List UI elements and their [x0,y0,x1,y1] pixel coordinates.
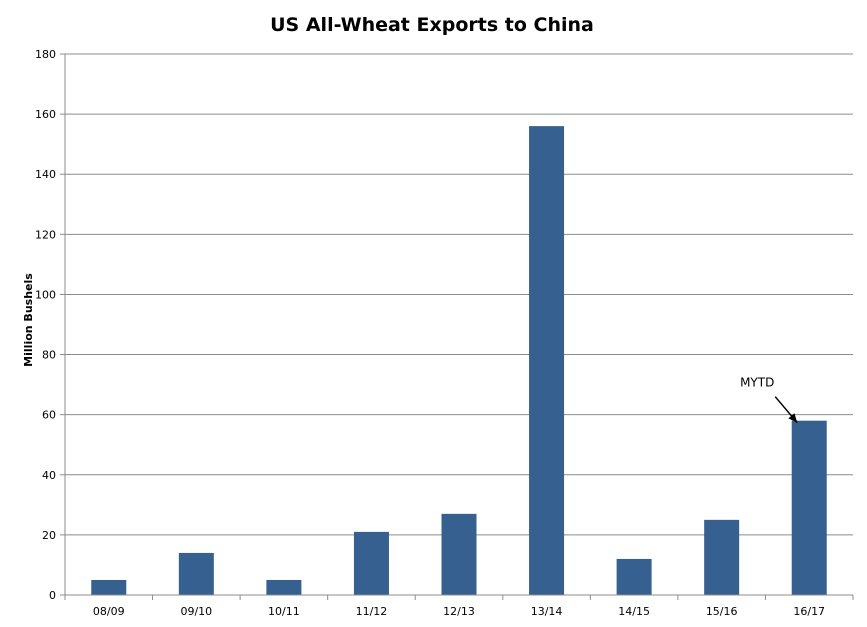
bar-14-15 [616,558,652,595]
bar-11-12 [353,531,389,595]
y-tick-label: 80 [42,349,56,362]
y-tick-label: 60 [42,409,56,422]
annotation-arrowhead [788,413,798,423]
x-tick-label: 13/14 [531,605,563,618]
x-tick-label: 15/16 [706,605,738,618]
bar-13-14 [529,126,565,595]
annotation-label: MYTD [740,376,774,390]
bar-08-09 [91,579,127,595]
x-tick-label: 12/13 [443,605,475,618]
y-tick-label: 40 [42,469,56,482]
bars [91,126,827,595]
x-tick-label: 10/11 [268,605,300,618]
gridlines [65,53,853,536]
x-tick-label: 08/09 [93,605,125,618]
y-tick-label: 160 [35,108,56,121]
y-tick-label: 100 [35,288,56,301]
annotations: MYTD [740,376,798,424]
y-tick-label: 20 [42,529,56,542]
bar-10-11 [266,579,302,595]
y-axis-title: Million Bushels [22,273,35,367]
x-tick-label: 16/17 [793,605,825,618]
bar-15-16 [704,519,740,595]
x-tick-label: 11/12 [356,605,388,618]
y-tick-label: 120 [35,228,56,241]
y-tick-label: 0 [49,589,56,602]
y-tick-label: 180 [35,48,56,61]
bar-12-13 [441,513,477,595]
bar-09-10 [178,552,214,595]
chart-title: US All-Wheat Exports to China [270,14,594,36]
x-tick-label: 14/15 [618,605,650,618]
x-tick-label: 09/10 [180,605,212,618]
y-tick-label: 140 [35,168,56,181]
axes: 0 20 40 60 80 100 120 140 160 180 08/09 09/10 10/11 1… [35,48,854,618]
bar-16-17 [791,420,827,595]
